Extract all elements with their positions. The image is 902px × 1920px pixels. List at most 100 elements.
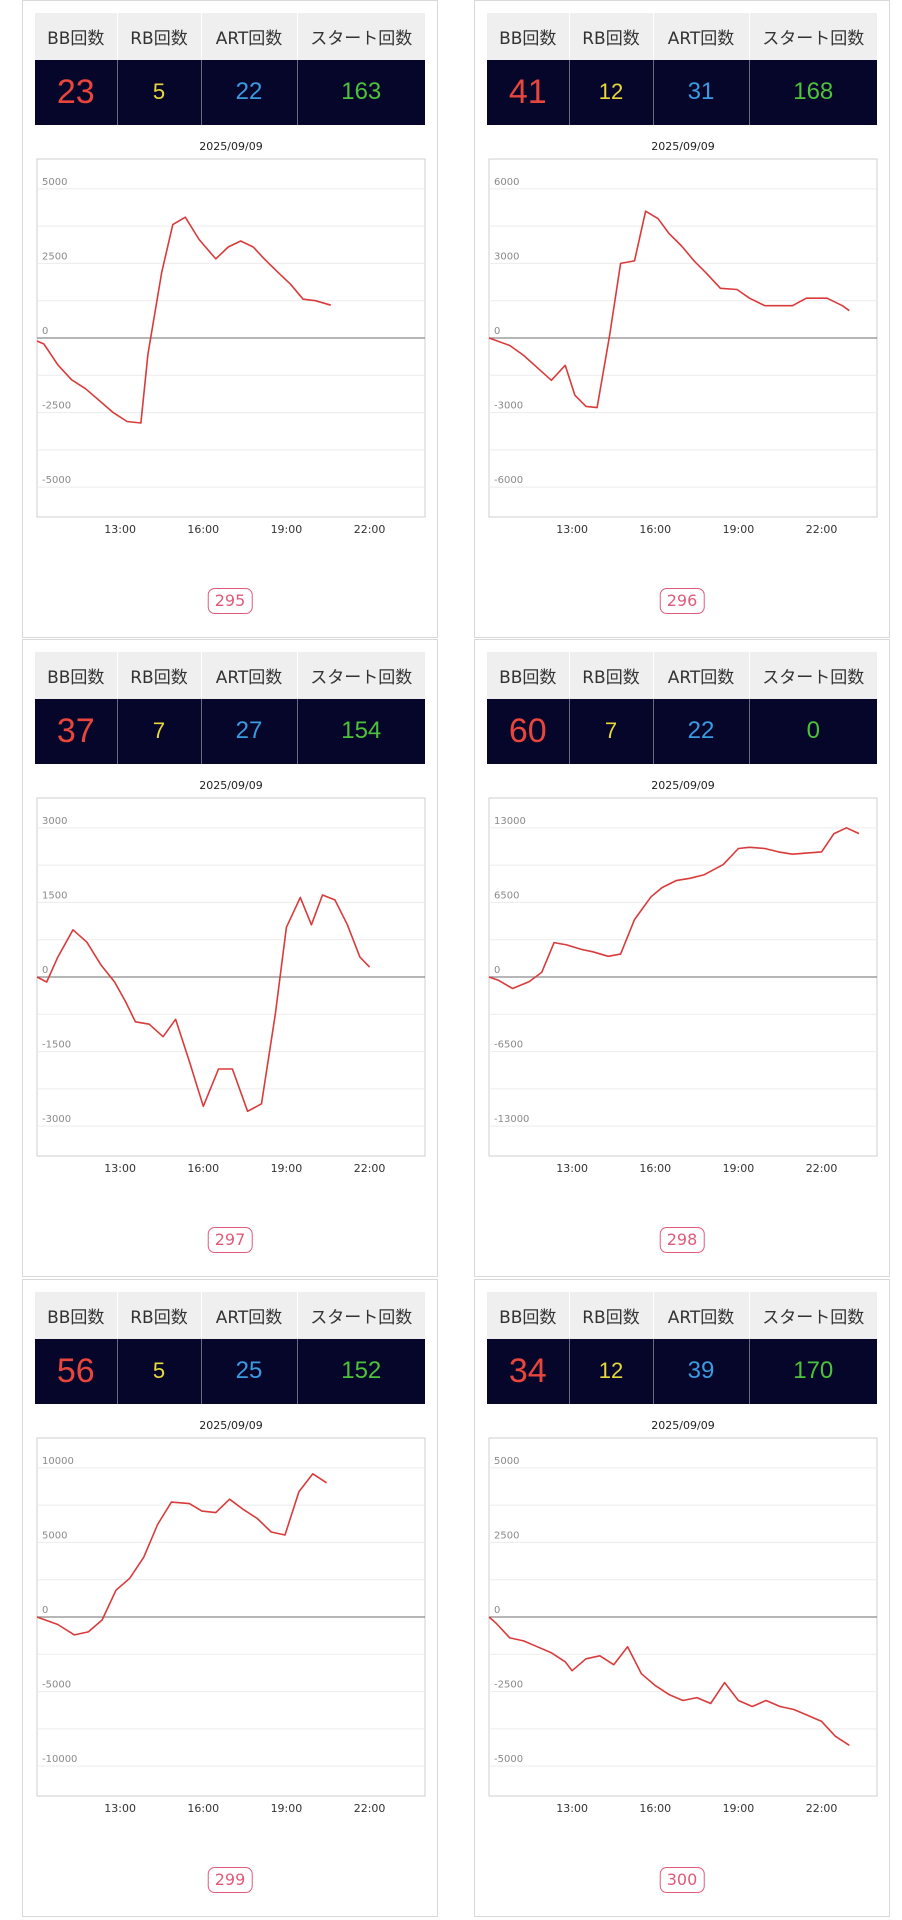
start-count-cell: 170 (749, 1338, 877, 1404)
art-count-cell: 22 (653, 698, 750, 764)
rb-count-cell: 7 (117, 698, 202, 764)
start-count-value: 163 (341, 78, 382, 106)
stats-value-row: 23 5 22 163 (35, 59, 425, 125)
rb-count-cell: 7 (569, 698, 654, 764)
y-tick-label: 13000 (494, 816, 526, 827)
profit-line-chart: 2025/09/09 5000 2500 0 -2500 -5000 13:00 16:00 1… (36, 140, 426, 536)
x-tick-label: 19:00 (723, 523, 755, 536)
chart-date-title: 2025/09/09 (651, 779, 714, 792)
rb-count-label: RB回数 (569, 13, 654, 60)
art-count-cell: 25 (201, 1338, 298, 1404)
x-tick-label: 16:00 (187, 1162, 219, 1175)
y-tick-label: 0 (42, 1605, 48, 1616)
machine-number-button[interactable]: 297 (207, 1227, 253, 1253)
series-line (36, 216, 332, 424)
bb-count-label: BB回数 (487, 13, 570, 60)
y-tick-label: -3000 (42, 1114, 71, 1125)
x-tick-label: 13:00 (556, 1802, 588, 1815)
x-tick-label: 19:00 (271, 1802, 303, 1815)
bb-count-cell: 60 (487, 698, 570, 764)
start-count-cell: 0 (749, 698, 877, 764)
start-count-value: 152 (341, 1357, 382, 1385)
bb-count-cell: 34 (487, 1338, 570, 1404)
bb-count-value: 41 (508, 73, 547, 112)
x-tick-label: 22:00 (806, 1162, 838, 1175)
start-count-value: 0 (806, 717, 820, 745)
start-count-value: 170 (793, 1357, 834, 1385)
art-count-cell: 31 (653, 59, 750, 125)
bb-count-label: BB回数 (487, 652, 570, 699)
y-tick-label: -5000 (494, 1754, 523, 1765)
start-count-label: スタート回数 (749, 13, 877, 60)
profit-line-chart: 2025/09/09 10000 5000 0 -5000 -10000 13:00 16:0… (36, 1419, 426, 1815)
x-tick-label: 16:00 (639, 1802, 671, 1815)
machine-number-button[interactable]: 300 (659, 1867, 705, 1893)
start-count-label: スタート回数 (749, 652, 877, 699)
y-tick-label: -3000 (494, 401, 523, 412)
y-tick-label: 0 (494, 965, 500, 976)
rb-count-label: RB回数 (569, 1292, 654, 1339)
art-count-label: ART回数 (653, 1292, 750, 1339)
art-count-label: ART回数 (201, 1292, 298, 1339)
y-tick-label: -10000 (42, 1754, 77, 1765)
start-count-label: スタート回数 (749, 1292, 877, 1339)
chart-date-title: 2025/09/09 (651, 140, 714, 153)
x-tick-label: 19:00 (271, 523, 303, 536)
profit-line-chart: 2025/09/09 13000 6500 0 -6500 -13000 13:00 16:0… (488, 779, 878, 1175)
machine-number-button[interactable]: 299 (207, 1867, 253, 1893)
chart-date-title: 2025/09/09 (199, 779, 262, 792)
x-tick-label: 16:00 (639, 1162, 671, 1175)
x-tick-label: 16:00 (187, 1802, 219, 1815)
stats-value-row: 56 5 25 152 (35, 1338, 425, 1404)
stats-table: BB回数 RB回数 ART回数 スタート回数 41 12 31 168 (487, 13, 877, 125)
y-tick-label: -6000 (494, 475, 523, 486)
machine-number-button[interactable]: 295 (207, 588, 253, 614)
x-tick-label: 19:00 (271, 1162, 303, 1175)
bb-count-label: BB回数 (35, 1292, 118, 1339)
start-count-cell: 163 (297, 59, 425, 125)
start-count-cell: 154 (297, 698, 425, 764)
rb-count-cell: 5 (117, 1338, 202, 1404)
start-count-label: スタート回数 (297, 652, 425, 699)
y-tick-label: -5000 (42, 475, 71, 486)
x-tick-label: 22:00 (354, 523, 386, 536)
stats-value-row: 34 12 39 170 (487, 1338, 877, 1404)
stats-table: BB回数 RB回数 ART回数 スタート回数 60 7 22 0 (487, 652, 877, 764)
stats-header-row: BB回数 RB回数 ART回数 スタート回数 (35, 13, 425, 60)
stats-value-row: 37 7 27 154 (35, 698, 425, 764)
art-count-label: ART回数 (653, 652, 750, 699)
y-tick-label: 6000 (494, 177, 519, 188)
art-count-label: ART回数 (201, 652, 298, 699)
machine-card: BB回数 RB回数 ART回数 スタート回数 37 7 27 154 2025/09/09 300… (22, 639, 438, 1277)
x-tick-label: 19:00 (723, 1162, 755, 1175)
art-count-value: 25 (235, 1357, 263, 1385)
bb-count-cell: 23 (35, 59, 118, 125)
stats-table: BB回数 RB回数 ART回数 スタート回数 23 5 22 163 (35, 13, 425, 125)
bb-count-label: BB回数 (35, 13, 118, 60)
stats-table: BB回数 RB回数 ART回数 スタート回数 37 7 27 154 (35, 652, 425, 764)
machine-number-button[interactable]: 296 (659, 588, 705, 614)
art-count-cell: 22 (201, 59, 298, 125)
rb-count-label: RB回数 (117, 652, 202, 699)
chart-date-title: 2025/09/09 (651, 1419, 714, 1432)
art-count-value: 31 (687, 78, 715, 106)
stats-table: BB回数 RB回数 ART回数 スタート回数 34 12 39 170 (487, 1292, 877, 1404)
rb-count-value: 5 (152, 79, 166, 105)
profit-line-chart: 2025/09/09 6000 3000 0 -3000 -6000 13:00 16:00 1… (488, 140, 878, 536)
x-tick-label: 16:00 (639, 523, 671, 536)
bb-count-cell: 37 (35, 698, 118, 764)
art-count-cell: 39 (653, 1338, 750, 1404)
y-tick-label: 2500 (494, 1530, 519, 1541)
machine-number-button[interactable]: 298 (659, 1227, 705, 1253)
rb-count-value: 7 (604, 718, 618, 744)
y-tick-label: 5000 (42, 1530, 67, 1541)
bb-count-label: BB回数 (35, 652, 118, 699)
art-count-value: 27 (235, 717, 263, 745)
profit-line-chart: 2025/09/09 5000 2500 0 -2500 -5000 13:00 16:00 1… (488, 1419, 878, 1815)
rb-count-label: RB回数 (117, 1292, 202, 1339)
y-tick-label: 0 (494, 1605, 500, 1616)
rb-count-value: 5 (152, 1358, 166, 1384)
machine-card: BB回数 RB回数 ART回数 スタート回数 56 5 25 152 2025/09/09 100… (22, 1279, 438, 1917)
y-tick-label: -2500 (42, 401, 71, 412)
y-tick-label: 6500 (494, 890, 519, 901)
